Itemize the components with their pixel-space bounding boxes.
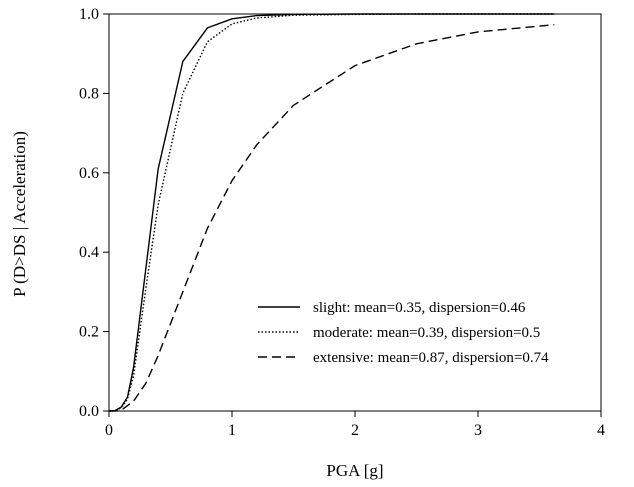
series-line-dotted — [108, 13, 555, 412]
y-tick-label: 0.8 — [79, 85, 99, 102]
y-axis-ticks: 0.0 0.2 0.4 0.6 0.8 1.0 — [79, 6, 109, 420]
x-tick-label: 3 — [474, 422, 482, 439]
y-tick-label: 1.0 — [79, 6, 99, 23]
x-tick-label: 1 — [228, 422, 236, 439]
series-line-dashed — [109, 24, 555, 412]
y-tick-label: 0.6 — [79, 165, 99, 182]
y-tick-label: 0.0 — [79, 403, 99, 420]
series-line-solid — [108, 13, 555, 412]
legend-label: extensive: mean=0.87, dispersion=0.74 — [313, 350, 549, 366]
legend: slight: mean=0.35, dispersion=0.46 modera… — [258, 300, 549, 366]
y-tick-label: 0.4 — [79, 244, 99, 261]
x-tick-label: 0 — [105, 422, 113, 439]
legend-label: slight: mean=0.35, dispersion=0.46 — [313, 300, 526, 316]
x-axis-ticks: 0 1 2 3 4 — [105, 411, 605, 439]
series-layer — [108, 13, 555, 412]
x-axis-title: PGA [g] — [326, 461, 383, 480]
y-axis-title: P (D>DS | Acceleration) — [10, 131, 29, 297]
x-tick-label: 2 — [351, 422, 359, 439]
legend-label: moderate: mean=0.39, dispersion=0.5 — [313, 325, 540, 341]
y-tick-label: 0.2 — [79, 324, 99, 341]
x-tick-label: 4 — [597, 422, 605, 439]
